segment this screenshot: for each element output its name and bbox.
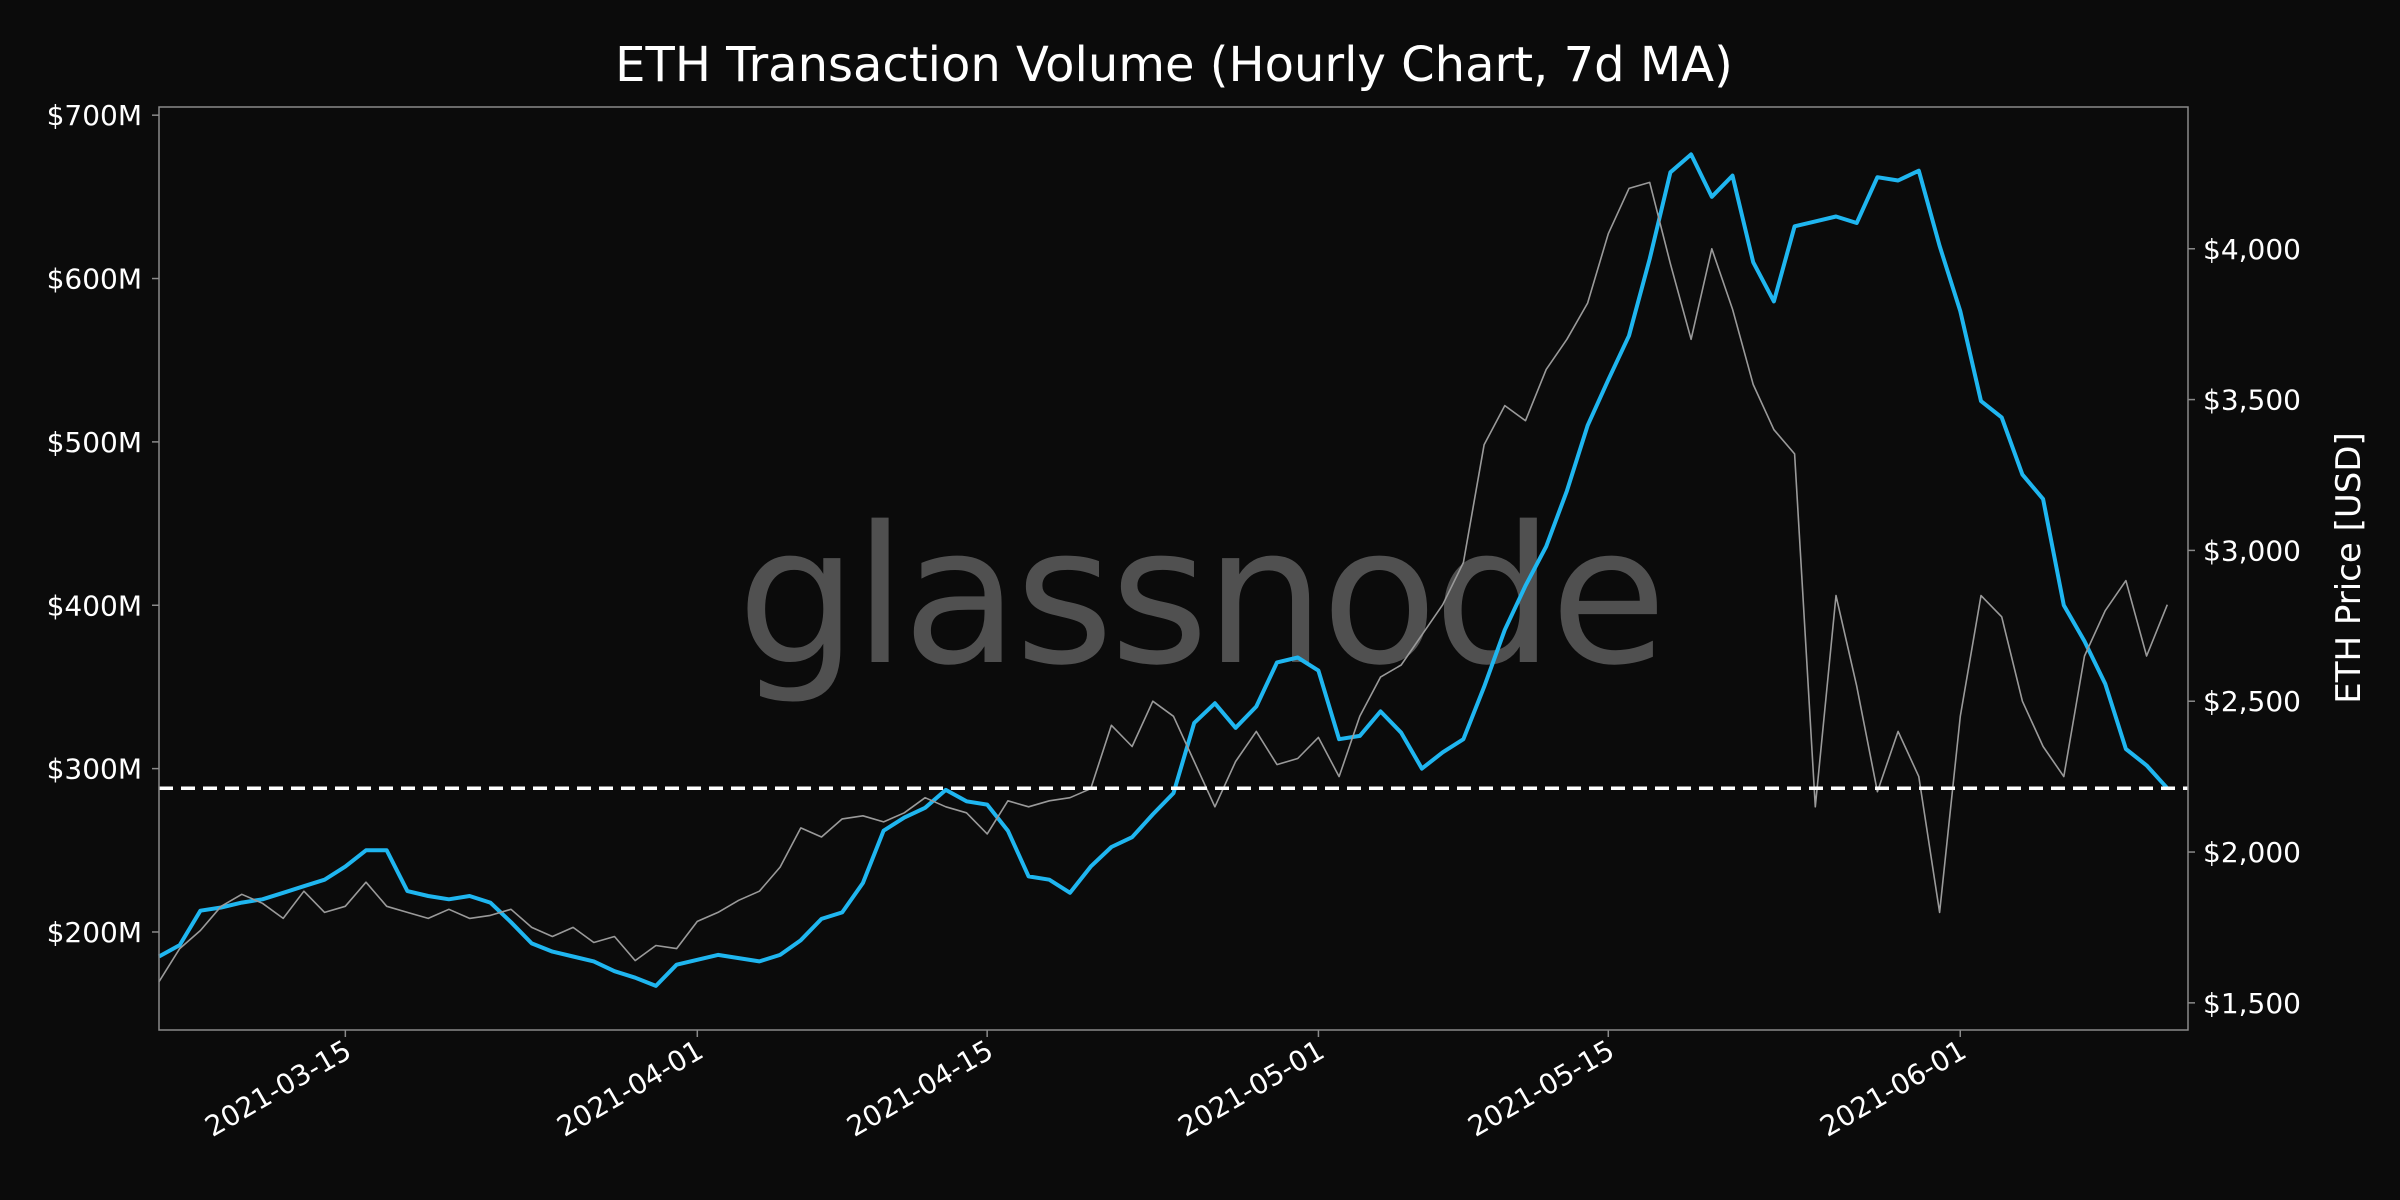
right-tick-label: $3,000 <box>2203 534 2301 567</box>
left-axis-ticks: $200M $300M $400M $500M $600M $700M <box>47 99 159 949</box>
plot-frame <box>158 106 2189 1031</box>
left-tick-label: $600M <box>47 263 142 296</box>
right-axis-ticks: $1,500 $2,000 $2,500 $3,000 $3,500 $4,000 <box>2188 233 2301 1020</box>
volume-series-line <box>158 152 2169 988</box>
left-tick-label: $700M <box>47 99 142 132</box>
plot-area <box>158 152 2188 988</box>
left-tick-label: $200M <box>47 916 142 949</box>
left-tick-label: $400M <box>47 589 142 622</box>
right-tick-label: $2,500 <box>2203 685 2301 718</box>
right-axis-label: ETH Price [USD] <box>2329 432 2369 704</box>
watermark-logo: glassnode <box>737 486 1663 707</box>
price-series-line <box>158 181 2169 983</box>
right-tick-label: $2,000 <box>2203 836 2301 869</box>
left-tick-label: $500M <box>47 426 142 459</box>
right-tick-label: $3,500 <box>2203 384 2301 417</box>
chart-title: ETH Transaction Volume (Hourly Chart, 7d… <box>615 37 1733 93</box>
left-tick-label: $300M <box>47 753 142 786</box>
right-tick-label: $4,000 <box>2203 233 2301 266</box>
right-tick-label: $1,500 <box>2203 987 2301 1020</box>
